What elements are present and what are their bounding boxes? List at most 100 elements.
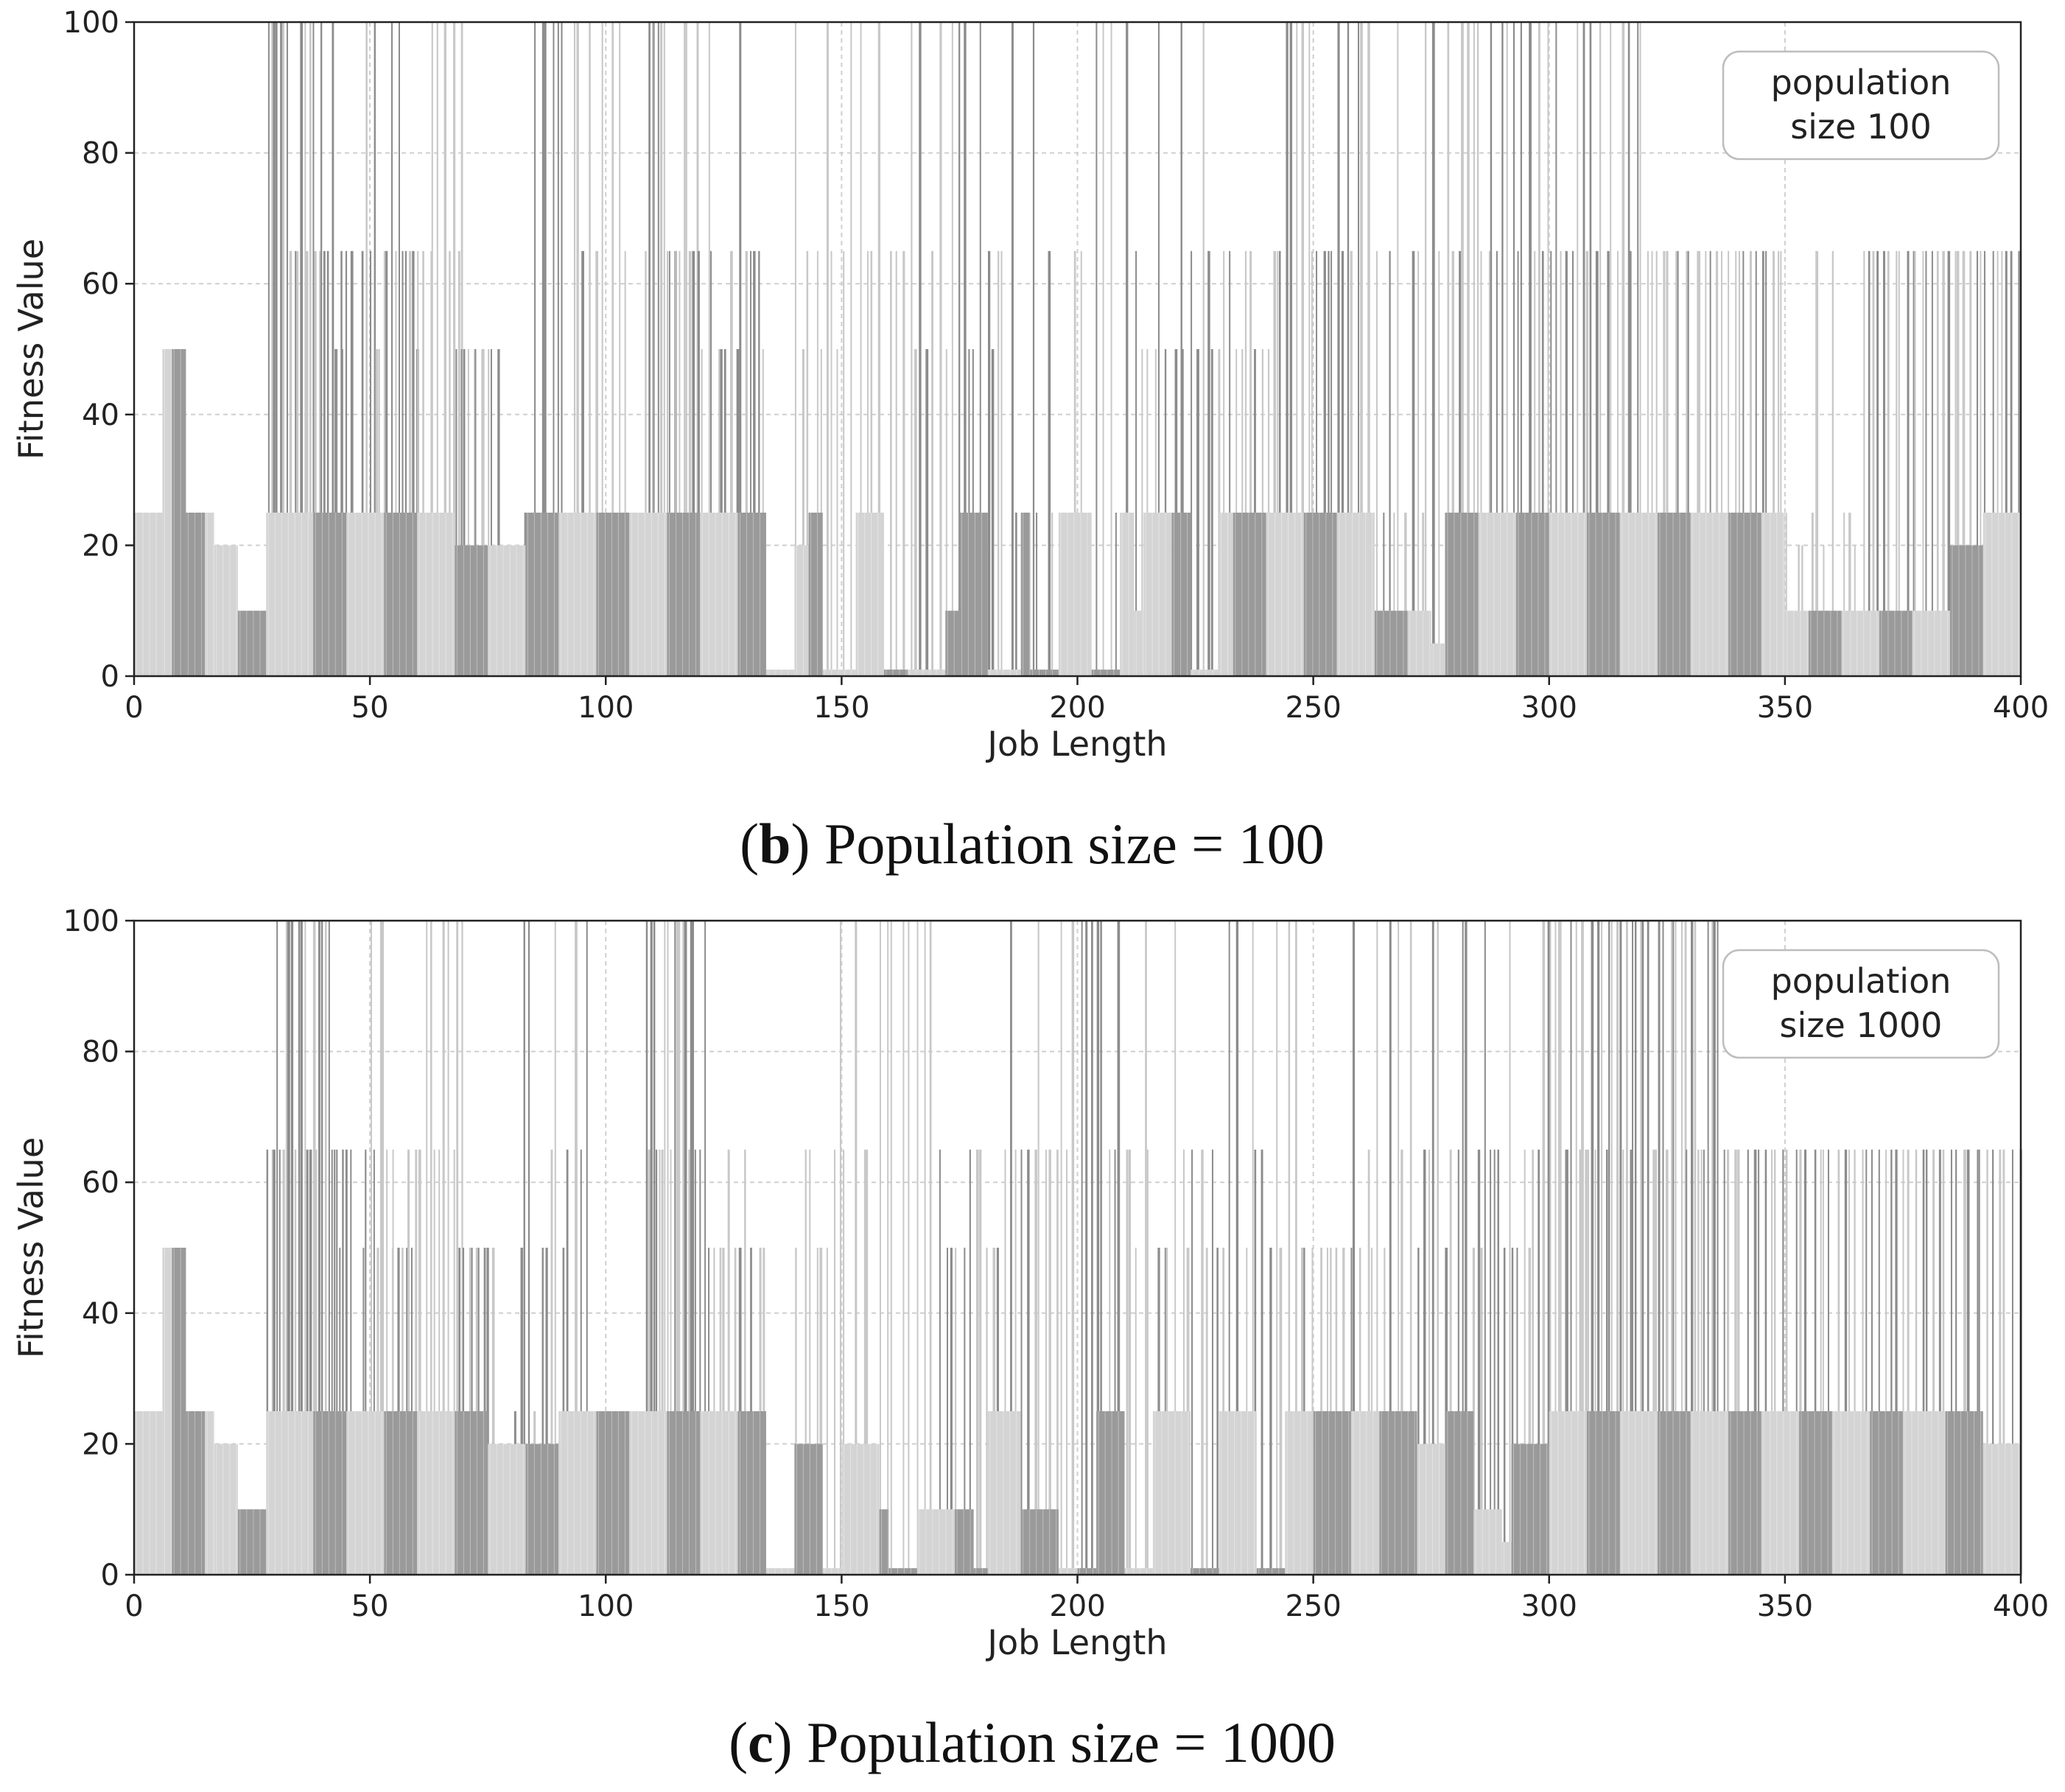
bar-spike bbox=[1496, 250, 1498, 676]
bar-spike bbox=[1868, 250, 1871, 676]
bar bbox=[629, 513, 667, 676]
bar-spike bbox=[1091, 921, 1093, 1575]
bar-spike bbox=[969, 1149, 971, 1575]
bar bbox=[384, 513, 418, 676]
bar-spike bbox=[939, 1149, 941, 1575]
bar-spike bbox=[1417, 1248, 1420, 1575]
bar-spike bbox=[1516, 1248, 1518, 1575]
bar-spike bbox=[1071, 921, 1075, 1575]
bar bbox=[346, 1411, 385, 1575]
bar-spike bbox=[645, 921, 648, 1575]
bar-spike bbox=[586, 921, 588, 1575]
bar-spike bbox=[1707, 921, 1709, 1575]
bar bbox=[765, 670, 795, 676]
bar bbox=[700, 1411, 738, 1575]
bar-spike bbox=[447, 921, 449, 1575]
bar-spike bbox=[1520, 22, 1523, 676]
legend-text: population bbox=[1771, 63, 1952, 102]
bar-spike bbox=[306, 1149, 309, 1575]
bar bbox=[1501, 1542, 1512, 1575]
bar-spike bbox=[561, 22, 563, 676]
bar-spike bbox=[554, 921, 556, 1575]
y-tick-label: 80 bbox=[82, 137, 119, 171]
bar bbox=[629, 1411, 667, 1575]
bar-spike bbox=[573, 22, 576, 676]
bar-spike bbox=[1228, 921, 1230, 1575]
bar-spike bbox=[753, 250, 756, 676]
bar-spike bbox=[1424, 22, 1427, 676]
bar-spike bbox=[657, 22, 659, 676]
bar bbox=[488, 1444, 526, 1575]
bar-spike bbox=[417, 250, 419, 676]
bar bbox=[667, 1411, 701, 1575]
bar-spike bbox=[1480, 1248, 1483, 1575]
bar bbox=[1949, 545, 1983, 676]
bar-spike bbox=[651, 22, 653, 676]
bar-spike bbox=[1942, 250, 1945, 676]
bar-spike bbox=[1999, 1149, 2002, 1575]
bar-spike bbox=[685, 22, 687, 676]
bar-spike bbox=[442, 921, 445, 1575]
bar-spike bbox=[340, 250, 343, 676]
bar-spike bbox=[1675, 250, 1677, 676]
bar-spike bbox=[1288, 921, 1291, 1575]
bar-spike bbox=[1610, 921, 1613, 1575]
bar-spike bbox=[581, 250, 584, 676]
bar-spike bbox=[1398, 921, 1400, 1575]
caption-c-open: ( bbox=[729, 1710, 748, 1774]
bar-spike bbox=[1630, 1149, 1633, 1575]
bar-spike bbox=[1512, 22, 1515, 676]
bar-spike bbox=[1895, 1149, 1898, 1575]
bar-spike bbox=[987, 250, 991, 676]
bar-spike bbox=[694, 1149, 696, 1575]
bar-spike bbox=[1109, 1149, 1111, 1575]
bar-spike bbox=[1785, 513, 1787, 676]
bar-spike bbox=[1146, 1149, 1149, 1575]
bar bbox=[1313, 1411, 1351, 1575]
bar-spike bbox=[1547, 22, 1549, 676]
bar-spike bbox=[902, 921, 905, 1575]
bar-spike bbox=[1717, 921, 1719, 1575]
bar-spike bbox=[1357, 22, 1359, 676]
bar-spike bbox=[1409, 921, 1412, 1575]
bar-spike bbox=[1558, 921, 1560, 1575]
bar bbox=[1379, 1411, 1417, 1575]
bar-spike bbox=[1896, 250, 1898, 676]
bar bbox=[205, 513, 214, 676]
bar-spike bbox=[334, 1149, 336, 1575]
bar-spike bbox=[304, 22, 306, 676]
bar-spike bbox=[979, 1149, 982, 1575]
bar-spike bbox=[433, 1149, 435, 1575]
bar bbox=[1445, 513, 1479, 676]
bar-spike bbox=[697, 250, 700, 676]
bar-spike bbox=[955, 1248, 957, 1575]
bar bbox=[1511, 1444, 1549, 1575]
bar-spike bbox=[1820, 1149, 1822, 1575]
bar-spike bbox=[692, 921, 694, 1575]
bar-spike bbox=[383, 250, 387, 676]
bar-spike bbox=[1135, 250, 1137, 676]
bar-spike bbox=[1865, 1149, 1868, 1575]
bar-spike bbox=[750, 250, 752, 676]
bar-spike bbox=[1223, 250, 1225, 676]
bar-spike bbox=[684, 22, 686, 676]
bar-spike bbox=[296, 250, 299, 676]
bar bbox=[596, 513, 630, 676]
bar-spike bbox=[1675, 921, 1677, 1575]
bar-spike bbox=[1279, 1248, 1283, 1575]
bar-spike bbox=[392, 1149, 394, 1575]
bar-spike bbox=[986, 1248, 988, 1575]
bar-spike bbox=[1607, 250, 1610, 676]
bar-spike bbox=[745, 250, 748, 676]
bar-spike bbox=[692, 250, 695, 676]
y-tick-label: 40 bbox=[82, 1297, 119, 1331]
bar bbox=[955, 1509, 974, 1575]
bar-spike bbox=[1296, 22, 1298, 676]
bar-spike bbox=[1595, 250, 1599, 676]
bar bbox=[1091, 670, 1121, 676]
x-tick-label: 100 bbox=[578, 1589, 634, 1623]
bar bbox=[1350, 1411, 1380, 1575]
bar-spike bbox=[1962, 250, 1966, 676]
bar-spike bbox=[946, 1248, 948, 1575]
bar bbox=[1912, 611, 1950, 676]
